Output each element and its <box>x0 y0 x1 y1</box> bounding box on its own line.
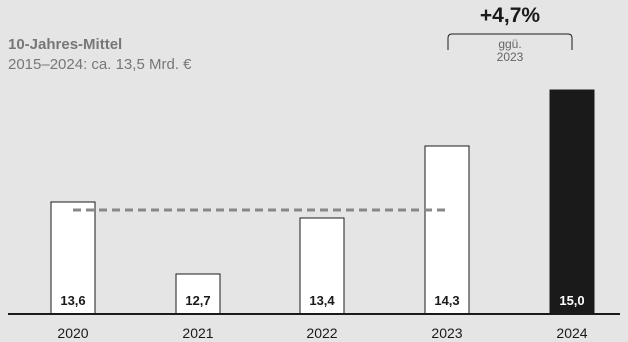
change-note: ggü. 2023 <box>462 38 558 64</box>
x-tick-label: 2020 <box>57 325 88 341</box>
x-tick-label: 2022 <box>306 325 337 341</box>
change-value: +4,7% <box>479 4 541 27</box>
bar-value-label: 13,4 <box>309 293 335 308</box>
x-tick-label: 2023 <box>431 325 462 341</box>
bar-value-label: 13,6 <box>60 293 85 308</box>
bar-value-label: 14,3 <box>434 293 459 308</box>
change-note-line1: ggü. <box>498 37 522 51</box>
bar-2023 <box>424 145 470 315</box>
bar-value-label: 12,7 <box>185 293 210 308</box>
x-tick-label: 2021 <box>182 325 213 341</box>
bar-2021 <box>175 273 221 315</box>
average-subtitle: 2015–2024: ca. 13,5 Mrd. € <box>8 56 192 73</box>
bar-2024 <box>549 89 595 315</box>
change-bracket <box>447 33 573 50</box>
average-title: 10-Jahres-Mittel <box>8 36 123 53</box>
bar-value-label: 15,0 <box>559 293 584 308</box>
bar-2020 <box>50 201 96 315</box>
change-note-line2: 2023 <box>496 50 524 64</box>
x-tick-label: 2024 <box>556 325 587 341</box>
